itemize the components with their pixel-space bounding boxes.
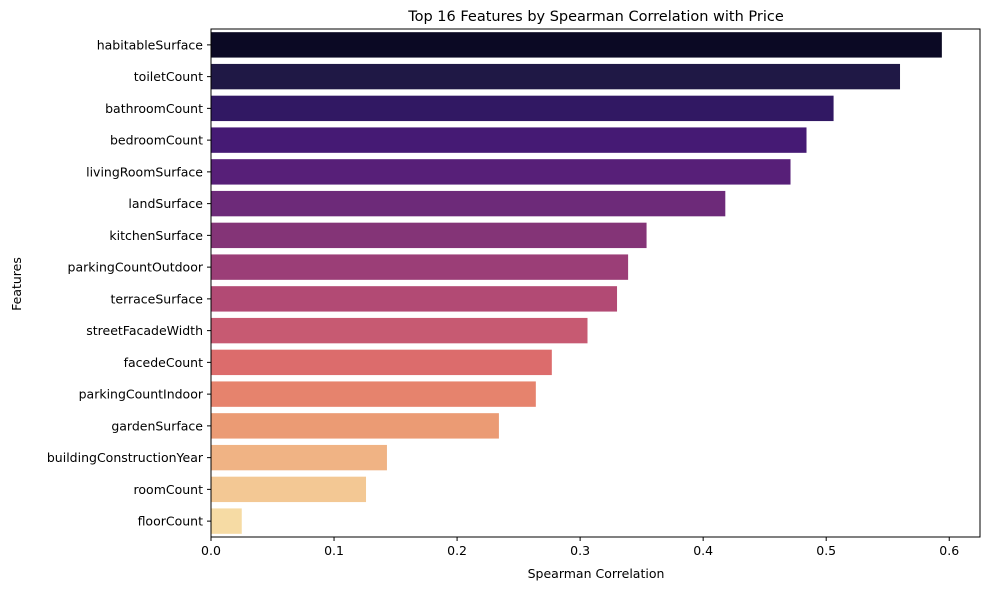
bar bbox=[211, 222, 647, 249]
y-tick-label: parkingCountOutdoor bbox=[68, 260, 204, 275]
plot-border bbox=[210, 28, 981, 538]
bar bbox=[211, 159, 791, 185]
y-tick-label: terraceSurface bbox=[111, 291, 204, 306]
y-tick-label: parkingCountIndoor bbox=[79, 387, 204, 402]
y-tick-label: landSurface bbox=[128, 196, 203, 211]
x-axis-title: Spearman Correlation bbox=[528, 566, 665, 581]
y-tick-label: floorCount bbox=[138, 514, 204, 529]
bar bbox=[211, 254, 629, 280]
x-tick-label: 0.2 bbox=[447, 543, 467, 558]
bars bbox=[211, 32, 942, 534]
y-tick-label: streetFacadeWidth bbox=[86, 323, 203, 338]
y-tick-labels: habitableSurface toiletCount bathroomCount… bbox=[47, 37, 211, 529]
bar bbox=[211, 32, 942, 58]
axes-frame bbox=[210, 28, 981, 538]
bar bbox=[211, 286, 618, 312]
x-tick-label: 0.4 bbox=[693, 543, 713, 558]
bar bbox=[211, 508, 242, 534]
y-tick-label: kitchenSurface bbox=[109, 228, 203, 243]
x-tick-label: 0.6 bbox=[939, 543, 959, 558]
bar bbox=[211, 381, 536, 407]
y-tick-label: habitableSurface bbox=[97, 37, 204, 52]
y-tick-label: gardenSurface bbox=[111, 418, 203, 433]
y-tick-label: bedroomCount bbox=[110, 133, 203, 148]
bar bbox=[211, 127, 807, 153]
x-tick-label: 0.0 bbox=[201, 543, 221, 558]
x-tick-label: 0.5 bbox=[816, 543, 836, 558]
bar bbox=[211, 349, 552, 376]
chart-title: Top 16 Features by Spearman Correlation … bbox=[407, 9, 784, 25]
y-tick-label: livingRoomSurface bbox=[86, 164, 203, 179]
y-tick-label: facedeCount bbox=[124, 355, 203, 370]
y-tick-label: roomCount bbox=[134, 482, 204, 497]
y-tick-label: toiletCount bbox=[134, 69, 203, 84]
bar bbox=[211, 95, 834, 122]
y-tick-label: buildingConstructionYear bbox=[47, 450, 204, 465]
x-tick-label: 0.3 bbox=[570, 543, 590, 558]
x-tick-label: 0.1 bbox=[324, 543, 344, 558]
bar bbox=[211, 476, 367, 503]
y-tick-label: bathroomCount bbox=[105, 101, 203, 116]
bar bbox=[211, 413, 499, 439]
bar bbox=[211, 444, 387, 471]
bar bbox=[211, 190, 726, 217]
y-axis-title: Features bbox=[9, 257, 24, 311]
bar bbox=[211, 317, 588, 344]
x-ticks: 0.0 0.1 0.2 0.3 0.4 0.5 0.6 bbox=[201, 537, 959, 558]
bar bbox=[211, 63, 901, 90]
